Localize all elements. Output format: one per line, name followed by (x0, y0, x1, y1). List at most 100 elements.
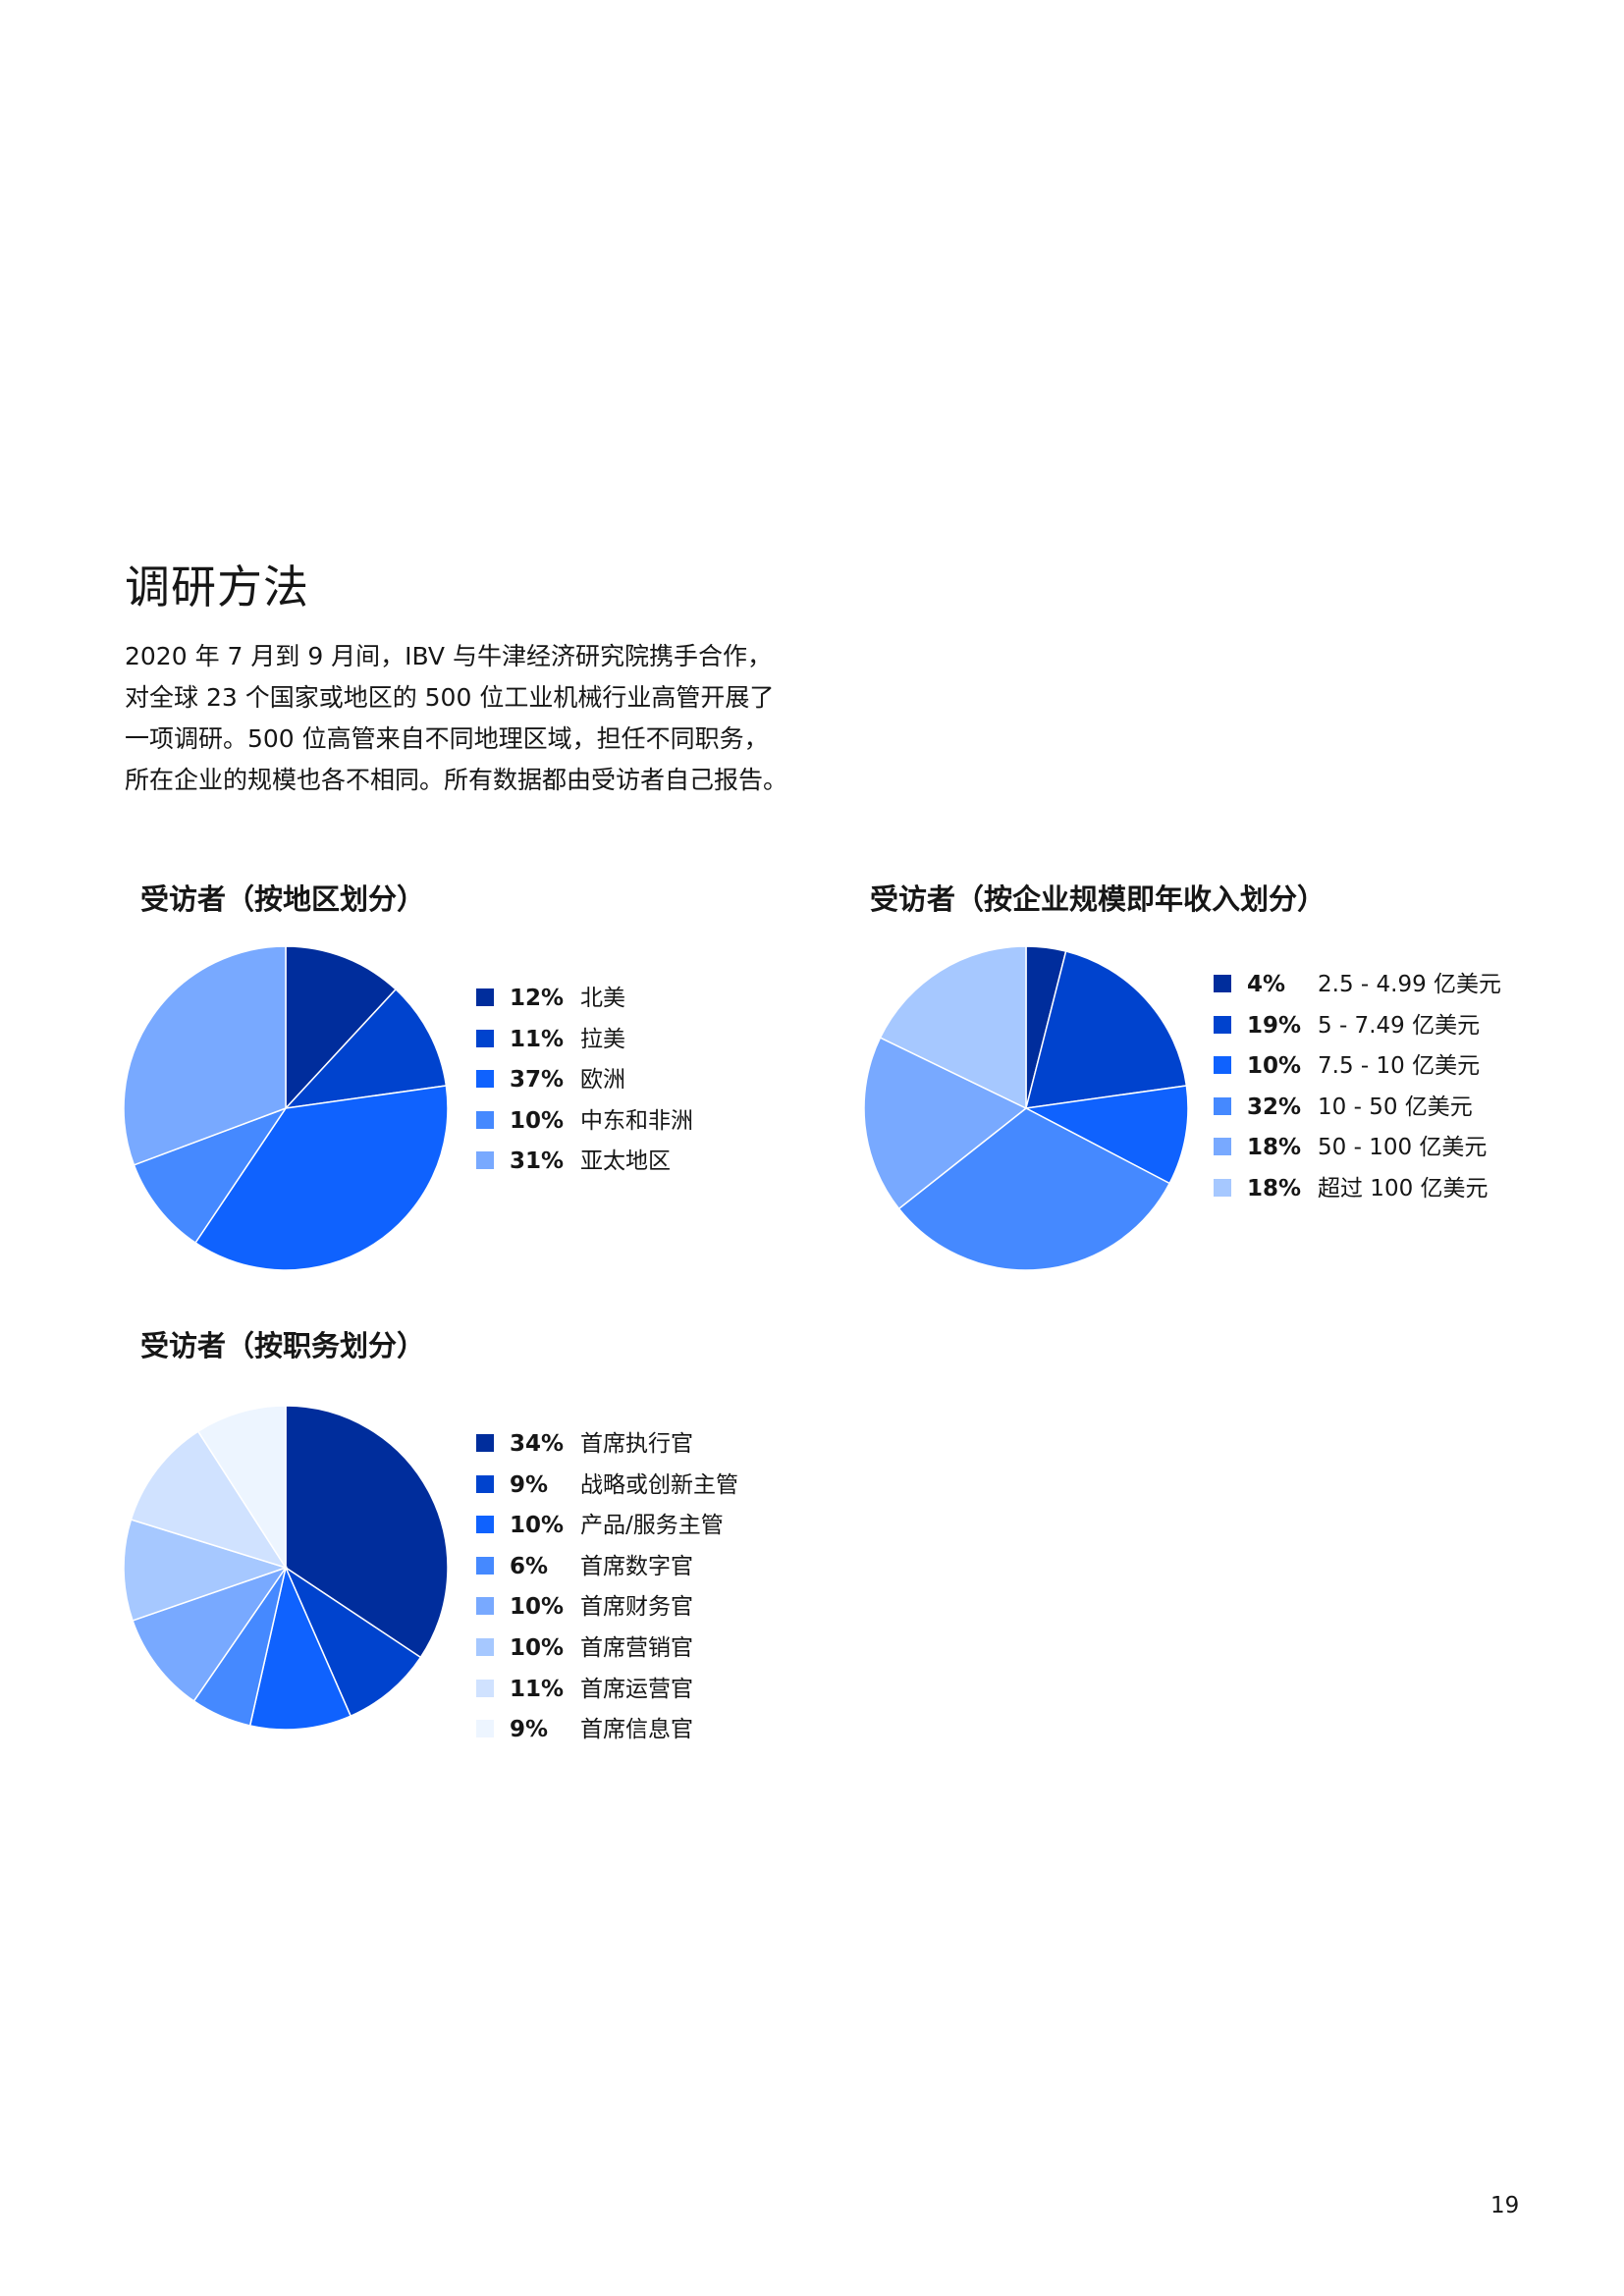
legend-percent: 10% (510, 1594, 565, 1621)
legend-percent: 18% (1247, 1135, 1302, 1161)
legend-percent: 19% (1247, 1012, 1302, 1039)
pie-slice-2 (1024, 950, 1188, 1109)
legend-percent: 9% (510, 1717, 549, 1743)
legend-swatch (476, 1516, 494, 1534)
legend-label: 亚太地区 (580, 1148, 671, 1175)
pie-slice-6 (879, 945, 1027, 1110)
legend-label: 北美 (580, 986, 625, 1011)
legend-percent: 10% (1247, 1053, 1302, 1080)
legend-label: 中东和非洲 (580, 1107, 693, 1134)
legend-percent: 9% (510, 1471, 549, 1498)
legend-swatch (1214, 975, 1231, 992)
legend-item: 4% 2.5 - 4.99 亿美元 (1214, 965, 1501, 1006)
pie-slice-3 (1023, 1085, 1189, 1185)
pie-slice-7 (130, 1430, 288, 1570)
legend-label: 7.5 - 10 亿美元 (1318, 1053, 1481, 1080)
legend-label: 10 - 50 亿美元 (1318, 1094, 1473, 1120)
legend-label: 拉美 (580, 1026, 625, 1052)
legend-label: 首席数字官 (580, 1553, 693, 1579)
legend-item: 9% 战略或创新主管 (476, 1466, 738, 1507)
legend-percent: 11% (510, 1026, 565, 1052)
legend-label: 产品/服务主管 (580, 1513, 724, 1539)
legend-swatch (476, 1474, 494, 1493)
legend-percent: 10% (510, 1634, 565, 1661)
legend-label: 2.5 - 4.99 亿美元 (1318, 972, 1502, 997)
legend-item: 18% 超过 100 亿美元 (1214, 1169, 1501, 1210)
legend-swatch (476, 1720, 494, 1738)
region-legend: 12% 北美 11% 拉美 37% 欧洲 10% 中东和非洲 31% 亚太地区 (476, 979, 693, 1183)
company-size-pie-chart (863, 945, 1189, 1271)
legend-label: 5 - 7.49 亿美元 (1318, 1012, 1481, 1039)
legend-swatch (1214, 1096, 1231, 1115)
pie-slice-4 (133, 1106, 288, 1245)
pie-slice-5 (863, 1037, 1028, 1210)
legend-item: 12% 北美 (476, 979, 693, 1020)
legend-swatch (476, 1637, 494, 1656)
legend-swatch (476, 1597, 494, 1616)
legend-swatch (476, 1434, 494, 1452)
legend-label: 欧洲 (580, 1067, 625, 1094)
region-pie-chart (123, 945, 449, 1271)
legend-percent: 18% (1247, 1175, 1302, 1201)
legend-label: 首席财务官 (580, 1594, 693, 1621)
legend-item: 37% 欧洲 (476, 1060, 693, 1101)
legend-item: 10% 中东和非洲 (476, 1101, 693, 1143)
legend-label: 首席执行官 (580, 1431, 693, 1457)
legend-percent: 12% (510, 986, 565, 1011)
legend-item: 11% 首席运营官 (476, 1670, 738, 1711)
legend-item: 9% 首席信息官 (476, 1710, 738, 1751)
page-number: 19 (1490, 2193, 1520, 2218)
legend-percent: 6% (510, 1553, 549, 1579)
legend-swatch (1214, 1015, 1231, 1034)
legend-swatch (476, 1151, 494, 1170)
pie-slice-8 (196, 1405, 287, 1571)
legend-percent: 37% (510, 1067, 565, 1094)
legend-item: 34% 首席执行官 (476, 1424, 738, 1466)
legend-swatch (476, 1556, 494, 1575)
legend-swatch (1214, 1056, 1231, 1075)
legend-percent: 10% (510, 1107, 565, 1134)
page-title: 调研方法 (125, 561, 309, 614)
legend-swatch (476, 1070, 494, 1089)
legend-percent: 4% (1247, 972, 1286, 997)
legend-item: 31% 亚太地区 (476, 1142, 693, 1183)
pie-slice-1 (285, 945, 398, 1110)
legend-item: 32% 10 - 50 亿美元 (1214, 1088, 1501, 1129)
legend-swatch (476, 1679, 494, 1697)
legend-swatch (1214, 1138, 1231, 1156)
role-legend: 34% 首席执行官 9% 战略或创新主管 10% 产品/服务主管 6% 首席数字官 10% 首席财… (476, 1424, 738, 1751)
role-chart-title: 受访者（按职务划分） (140, 1329, 426, 1362)
company-size-chart-title: 受访者（按企业规模即年收入划分） (870, 882, 1326, 916)
pie-slice-3 (194, 1085, 449, 1271)
legend-percent: 11% (510, 1676, 565, 1702)
legend-item: 10% 7.5 - 10 亿美元 (1214, 1046, 1501, 1088)
pie-slice-6 (123, 1519, 289, 1622)
legend-label: 战略或创新主管 (580, 1471, 738, 1498)
legend-percent: 10% (510, 1513, 565, 1539)
legend-label: 首席信息官 (580, 1717, 693, 1743)
legend-swatch (476, 1110, 494, 1129)
intro-paragraph: 2020 年 7 月到 9 月间，IBV 与牛津经济研究院携手合作，对全球 23… (125, 642, 788, 794)
legend-swatch (476, 988, 494, 1006)
pie-slice-3 (248, 1565, 352, 1731)
legend-item: 11% 拉美 (476, 1020, 693, 1061)
legend-item: 10% 首席营销官 (476, 1629, 738, 1670)
pie-slice-5 (132, 1566, 288, 1702)
legend-percent: 32% (1247, 1094, 1302, 1120)
legend-label: 超过 100 亿美元 (1318, 1175, 1489, 1201)
legend-label: 50 - 100 亿美元 (1318, 1135, 1488, 1161)
legend-label: 首席营销官 (580, 1634, 693, 1661)
role-pie-chart (123, 1405, 449, 1731)
company-size-legend: 4% 2.5 - 4.99 亿美元 19% 5 - 7.49 亿美元 10% 7.5 - … (1214, 965, 1501, 1210)
legend-percent: 31% (510, 1148, 565, 1175)
legend-item: 19% 5 - 7.49 亿美元 (1214, 1006, 1501, 1047)
legend-percent: 34% (510, 1431, 565, 1457)
pie-slice-2 (284, 1565, 422, 1718)
legend-item: 10% 首席财务官 (476, 1587, 738, 1629)
region-chart-title: 受访者（按地区划分） (140, 882, 426, 916)
pie-slice-2 (284, 988, 448, 1110)
legend-item: 18% 50 - 100 亿美元 (1214, 1128, 1501, 1169)
legend-label: 首席运营官 (580, 1676, 693, 1702)
legend-swatch (476, 1029, 494, 1047)
legend-item: 10% 产品/服务主管 (476, 1506, 738, 1547)
